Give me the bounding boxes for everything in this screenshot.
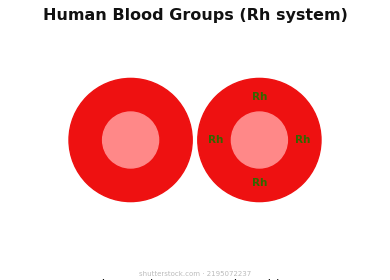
- Circle shape: [231, 112, 287, 168]
- Text: Rh: Rh: [295, 135, 310, 145]
- Text: Rh: Rh: [252, 92, 267, 102]
- Circle shape: [198, 78, 321, 202]
- Text: Rh negative: Rh negative: [93, 279, 168, 280]
- Text: Human Blood Groups (Rh system): Human Blood Groups (Rh system): [43, 8, 347, 24]
- Text: Rh: Rh: [252, 178, 267, 188]
- Text: shutterstock.com · 2195072237: shutterstock.com · 2195072237: [139, 271, 251, 277]
- Circle shape: [69, 78, 192, 202]
- Circle shape: [103, 112, 159, 168]
- Text: Rh positive: Rh positive: [225, 279, 294, 280]
- Text: Rh: Rh: [208, 135, 224, 145]
